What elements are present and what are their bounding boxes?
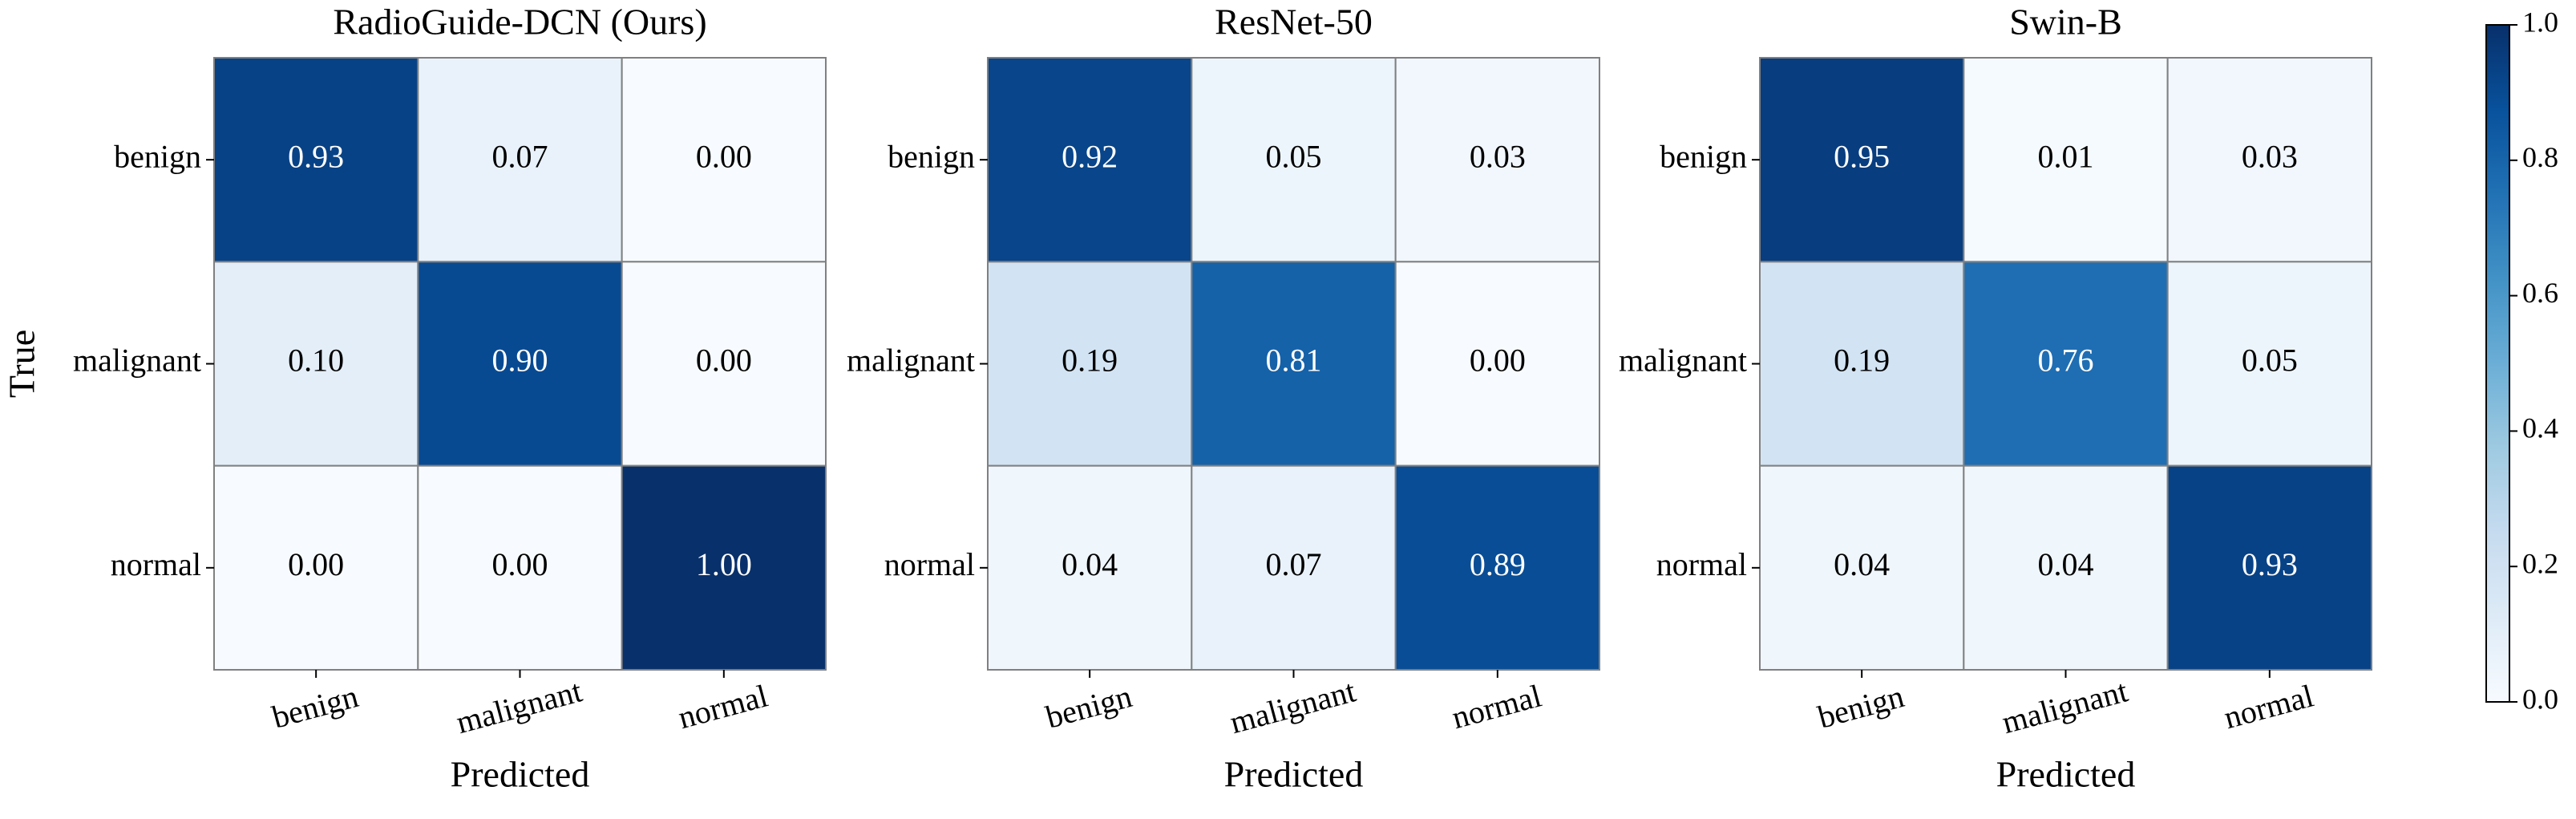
chart-title: RadioGuide-DCN (Ours) [333,2,706,43]
heatmap-cell [1394,57,1600,263]
cell-label: 0.90 [492,343,548,379]
heatmap-cell [213,57,419,263]
heatmap-cell [1963,464,2169,671]
heatmap-cell [621,261,827,467]
heatmap-cell [1759,57,1965,263]
heatmap-cell [417,464,623,671]
cell-label: 0.00 [696,343,752,379]
heatmap-cell [2166,464,2373,671]
cell-label: 0.00 [696,138,752,174]
heatmap-cell [621,57,827,263]
cell-label: 0.07 [1266,546,1322,582]
x-tick-label: benign [1814,678,1908,736]
cell-label: 0.07 [492,138,548,174]
x-axis-label: Predicted [1224,754,1364,795]
x-tick-label: malignant [1998,672,2131,740]
cell-label: 0.81 [1266,343,1322,379]
heatmap-cell [213,261,419,467]
colorbar-tick-label: 1.0 [2522,6,2558,38]
cell-label: 0.92 [1062,138,1118,174]
y-tick-label: malignant [1619,343,1747,379]
heatmap-cell [1759,261,1965,467]
cell-label: 0.00 [1470,343,1526,379]
cell-label: 0.76 [2038,343,2094,379]
x-tick-label: normal [2220,677,2317,736]
cell-label: 0.93 [2242,546,2298,582]
heatmap-cell [1963,57,2169,263]
cell-label: 0.04 [1834,546,1890,582]
cell-label: 0.19 [1834,343,1890,379]
cell-label: 0.04 [2038,546,2094,582]
heatmap-cell [417,261,623,467]
heatmap-cell [1394,261,1600,467]
x-tick-label: normal [1448,677,1545,736]
x-tick-label: benign [269,678,362,736]
y-tick-label: normal [1656,546,1747,582]
heatmap-cell [2166,261,2373,467]
heatmap-cell [417,57,623,263]
cell-label: 0.95 [1834,138,1890,174]
chart-title: Swin-B [2009,2,2122,43]
heatmap-cell [1191,57,1397,263]
y-tick-label: malignant [73,343,201,379]
heatmap-cell [987,261,1193,467]
cell-label: 0.05 [2242,343,2298,379]
heatmap-cell [1191,464,1397,671]
cell-label: 0.04 [1062,546,1118,582]
x-tick-label: normal [674,677,771,736]
cell-label: 0.05 [1266,138,1322,174]
x-tick-label: benign [1042,678,1136,736]
colorbar-tick-label: 0.0 [2522,683,2558,715]
x-tick-label: malignant [1226,672,1359,740]
x-axis-label: Predicted [451,754,590,795]
heatmap-cell [1394,464,1600,671]
y-tick-label: malignant [847,343,975,379]
x-axis-label: Predicted [1996,754,2136,795]
cell-label: 0.03 [2242,138,2298,174]
colorbar-tick-label: 0.6 [2522,277,2558,309]
cell-label: 0.89 [1470,546,1526,582]
cell-label: 0.93 [288,138,344,174]
heatmap-cell [1963,261,2169,467]
cell-label: 0.19 [1062,343,1118,379]
y-tick-label: benign [114,138,201,174]
cell-label: 0.01 [2038,138,2094,174]
heatmap-cell [1191,261,1397,467]
colorbar-tick-label: 0.8 [2522,141,2558,173]
colorbar [2485,24,2510,703]
cell-label: 0.03 [1470,138,1526,174]
cell-label: 1.00 [696,546,752,582]
colorbar-tick-label: 0.4 [2522,412,2558,444]
cell-label: 0.00 [288,546,344,582]
heatmap-cell [987,57,1193,263]
cell-label: 0.00 [492,546,548,582]
y-tick-label: normal [111,546,201,582]
y-tick-label: benign [888,138,975,174]
y-tick-label: benign [1660,138,1747,174]
chart-title: ResNet-50 [1215,2,1373,43]
y-axis-label: True [2,330,42,398]
y-tick-label: normal [884,546,975,582]
cell-label: 0.10 [288,343,344,379]
colorbar-tick-label: 0.2 [2522,547,2558,579]
x-tick-label: malignant [452,672,585,740]
